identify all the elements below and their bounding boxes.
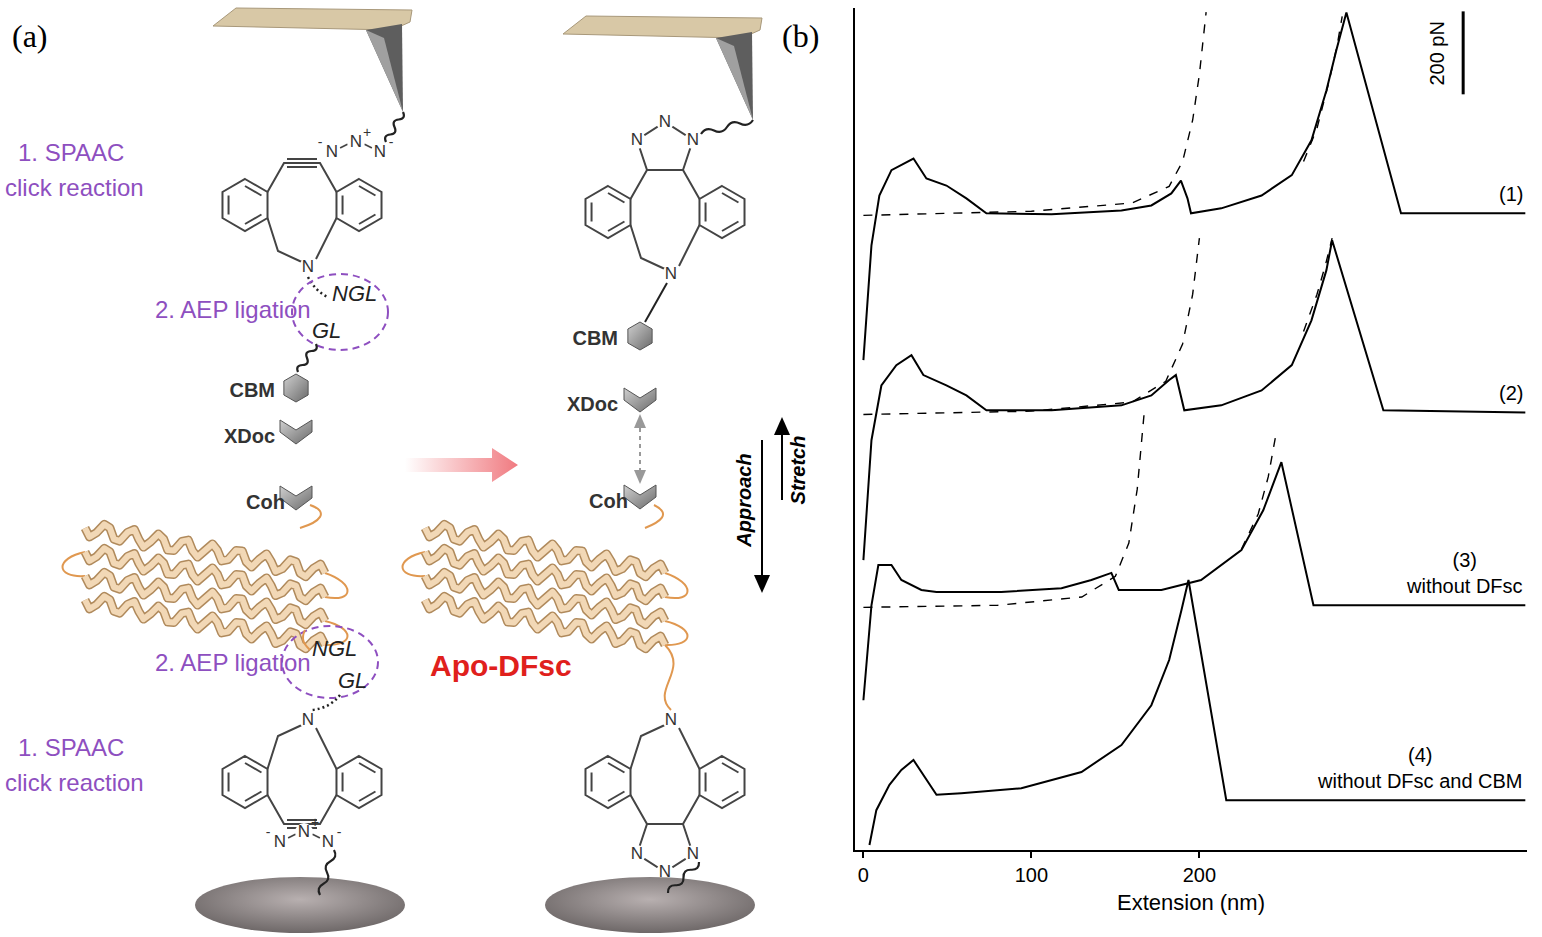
svg-text:(b): (b) [782,18,819,54]
svg-text:(2): (2) [1499,382,1523,404]
svg-text:1. SPAAC: 1. SPAAC [18,139,124,166]
svg-text:+: + [363,124,371,140]
svg-text:Coh: Coh [589,490,628,512]
svg-text:200: 200 [1183,864,1216,886]
svg-text:N: N [274,832,286,851]
svg-text:-: - [389,134,394,150]
svg-text:CBM: CBM [229,379,275,401]
svg-text:N: N [687,844,699,863]
svg-text:Extension (nm): Extension (nm) [1117,890,1265,915]
svg-text:1. SPAAC: 1. SPAAC [18,734,124,761]
svg-text:Stretch: Stretch [787,436,809,505]
svg-text:N: N [665,264,677,283]
svg-text:Apo-DFsc: Apo-DFsc [430,649,572,682]
svg-text:GL: GL [312,318,341,343]
svg-text:N: N [631,844,643,863]
svg-text:GL: GL [338,668,367,693]
svg-text:N: N [687,130,699,149]
svg-text:2. AEP ligation: 2. AEP ligation [155,649,311,676]
svg-text:(3)without DFsc: (3)without DFsc [1406,549,1523,597]
svg-text:Approach: Approach [733,453,755,547]
svg-text:N: N [322,832,334,851]
svg-text:CBM: CBM [572,327,618,349]
svg-text:N: N [302,710,314,729]
svg-text:(1): (1) [1499,183,1523,205]
svg-text:N: N [659,112,671,131]
svg-text:N: N [302,257,314,276]
svg-text:N: N [326,142,338,161]
svg-text:N: N [665,710,677,729]
svg-text:Coh: Coh [246,491,285,513]
svg-text:N: N [658,862,672,882]
svg-text:-: - [266,824,271,840]
svg-text:N: N [631,130,643,149]
svg-text:-: - [337,824,342,840]
svg-text:0: 0 [858,864,869,886]
svg-text:200 pN: 200 pN [1426,21,1448,86]
svg-text:XDoc: XDoc [567,393,618,415]
svg-text:N: N [298,822,310,841]
svg-text:N: N [374,142,386,161]
svg-text:100: 100 [1015,864,1048,886]
svg-text:(a): (a) [12,18,48,54]
svg-text:click reaction: click reaction [5,769,144,796]
svg-text:(4)without DFsc and CBM: (4)without DFsc and CBM [1317,744,1523,792]
svg-text:+: + [311,814,319,830]
svg-text:XDoc: XDoc [224,425,275,447]
svg-text:2. AEP ligation: 2. AEP ligation [155,296,311,323]
svg-text:-: - [318,134,323,150]
svg-text:NGL: NGL [312,636,357,661]
svg-text:NGL: NGL [332,281,377,306]
svg-text:click reaction: click reaction [5,174,144,201]
svg-text:N: N [350,132,362,151]
